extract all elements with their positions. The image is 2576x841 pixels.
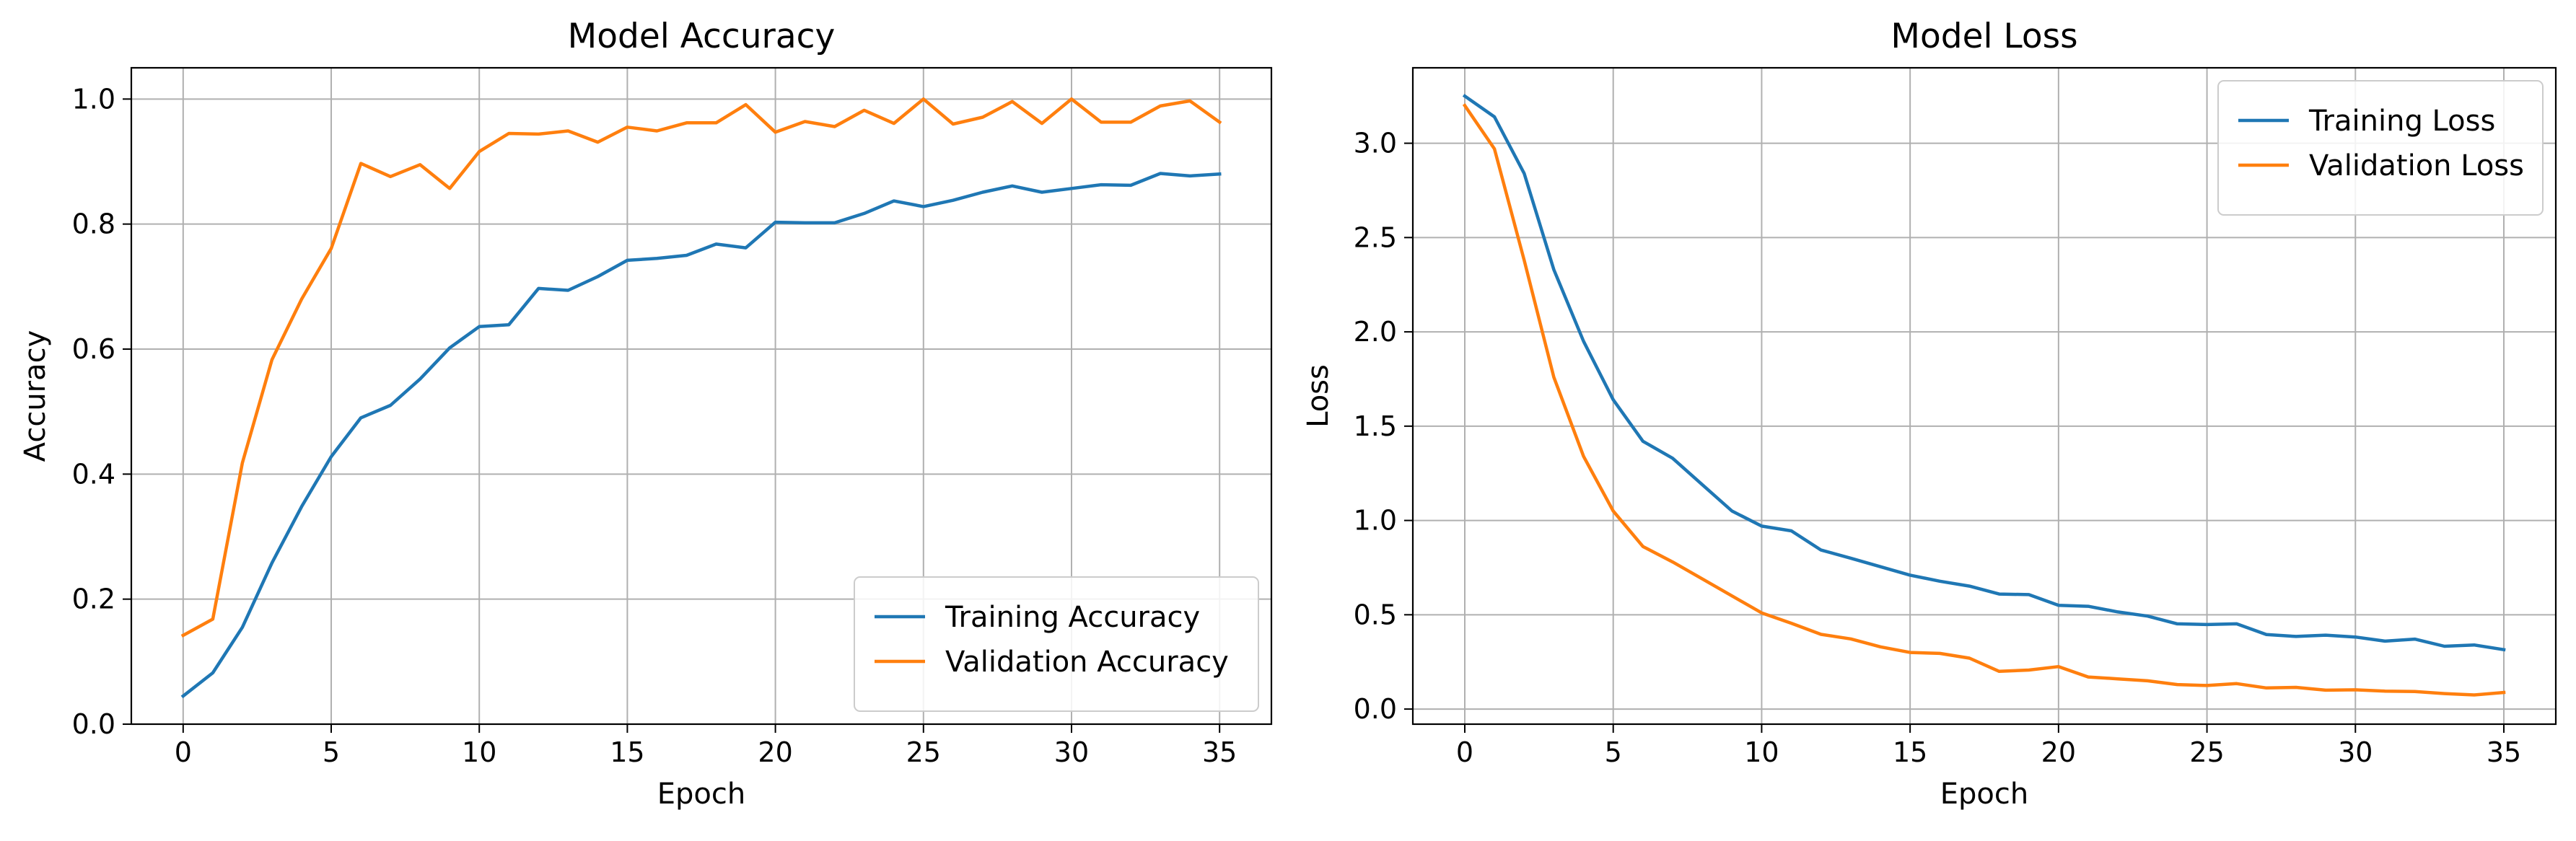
y-tick-label: 0.6 xyxy=(72,333,115,365)
x-tick-label: 15 xyxy=(1893,736,1927,768)
x-axis-label: Epoch xyxy=(1940,778,2028,811)
legend-entry-0: Training Accuracy xyxy=(945,601,1200,634)
x-tick-label: 0 xyxy=(175,736,192,768)
y-axis-label: Accuracy xyxy=(19,330,52,462)
y-tick-label: 2.0 xyxy=(1354,316,1397,348)
legend-entry-1: Validation Loss xyxy=(2309,149,2524,182)
x-axis-label: Epoch xyxy=(657,778,745,811)
chart-title: Model Loss xyxy=(1891,17,2077,56)
y-tick-label: 1.0 xyxy=(1354,505,1397,537)
y-tick-label: 0.5 xyxy=(1354,599,1397,630)
legend-box xyxy=(2217,80,2544,216)
x-tick-label: 20 xyxy=(758,736,792,768)
x-tick-label: 30 xyxy=(1054,736,1089,768)
chart-loss: Model Loss Epoch Loss 0 5 10 15 20 25 30 35 0.0 0… xyxy=(1302,17,2557,811)
y-axis-label: Loss xyxy=(1302,364,1335,428)
legend-entry-0: Training Loss xyxy=(2308,105,2495,138)
y-tick-label: 0.4 xyxy=(72,458,115,490)
series-line-0 xyxy=(1462,94,2506,652)
chart-accuracy: Model Accuracy Epoch Accuracy 0 5 10 15 20 25… xyxy=(19,17,1273,811)
x-tick-label: 10 xyxy=(1744,736,1779,768)
y-tick-label: 1.5 xyxy=(1354,410,1397,442)
y-tick-label: 0.2 xyxy=(72,584,115,615)
x-tick-label: 25 xyxy=(2189,736,2224,768)
legend: Training Accuracy Validation Accuracy xyxy=(854,576,1259,712)
x-tick-label: 10 xyxy=(462,736,496,768)
y-tick-label: 1.0 xyxy=(72,83,115,115)
series-line-1 xyxy=(1462,103,2506,697)
axes-frame xyxy=(1411,66,2557,726)
x-tick-label: 5 xyxy=(323,736,340,768)
x-tick-label: 0 xyxy=(1456,736,1473,768)
legend: Training Loss Validation Loss xyxy=(2217,80,2544,216)
legend-entry-1: Validation Accuracy xyxy=(945,646,1229,679)
x-tick-label: 35 xyxy=(1202,736,1237,768)
y-tick-label: 0.0 xyxy=(72,708,115,740)
y-tick-label: 0.8 xyxy=(72,208,115,240)
y-tick-label: 2.5 xyxy=(1354,221,1397,253)
axes-frame xyxy=(130,66,1273,726)
x-tick-label: 15 xyxy=(610,736,644,768)
chart-title: Model Accuracy xyxy=(568,17,836,56)
legend-box xyxy=(854,576,1259,712)
x-tick-label: 35 xyxy=(2487,736,2521,768)
y-tick-label: 3.0 xyxy=(1354,128,1397,159)
series-line-1 xyxy=(180,97,1222,638)
x-tick-label: 20 xyxy=(2041,736,2076,768)
series-line-0 xyxy=(180,172,1222,699)
x-tick-label: 5 xyxy=(1605,736,1622,768)
x-tick-label: 25 xyxy=(906,736,941,768)
x-tick-label: 30 xyxy=(2338,736,2373,768)
y-tick-label: 0.0 xyxy=(1354,693,1397,725)
